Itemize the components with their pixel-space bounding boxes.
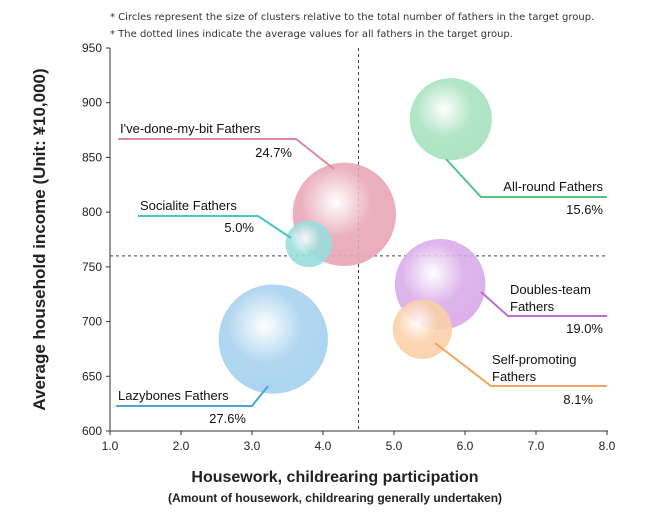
x-tick-label: 3.0 bbox=[244, 439, 261, 453]
y-tick-label: 850 bbox=[82, 150, 102, 164]
series-label: Fathers bbox=[510, 299, 555, 314]
x-tick-label: 7.0 bbox=[528, 439, 545, 453]
x-axis-title: Housework, childrearing participation bbox=[191, 469, 479, 486]
callout-line bbox=[480, 291, 607, 317]
callout-line bbox=[434, 342, 607, 387]
series-label: Self-promoting bbox=[492, 352, 577, 367]
y-tick-label: 900 bbox=[82, 96, 102, 110]
series-label: I've-done-my-bit Fathers bbox=[120, 121, 261, 136]
x-tick-label: 6.0 bbox=[457, 439, 474, 453]
x-tick-label: 1.0 bbox=[102, 439, 119, 453]
y-tick-label: 950 bbox=[82, 41, 102, 55]
y-tick-label: 600 bbox=[82, 424, 102, 438]
x-tick-label: 5.0 bbox=[386, 439, 403, 453]
bubble-socialite-fathers bbox=[285, 220, 333, 268]
series-percent: 24.7% bbox=[255, 145, 292, 160]
series-percent: 27.6% bbox=[209, 411, 246, 426]
note-dotted-lines: * The dotted lines indicate the average … bbox=[110, 29, 513, 40]
bubble-lazybones-fathers bbox=[218, 284, 328, 394]
x-tick-label: 2.0 bbox=[173, 439, 190, 453]
note-circles: * Circles represent the size of clusters… bbox=[110, 12, 595, 23]
callout-line bbox=[116, 385, 269, 407]
y-tick-label: 750 bbox=[82, 260, 102, 274]
y-tick-label: 650 bbox=[82, 369, 102, 383]
x-axis-subtitle: (Amount of housework, childrearing gener… bbox=[167, 491, 503, 505]
y-tick-label: 700 bbox=[82, 315, 102, 329]
series-label: All-round Fathers bbox=[503, 179, 603, 194]
callout-line bbox=[138, 215, 292, 239]
y-axis-title: Average household income (Unit: ¥10,000) bbox=[30, 68, 49, 410]
y-tick-label: 800 bbox=[82, 205, 102, 219]
series-percent: 8.1% bbox=[563, 392, 593, 407]
callout-line bbox=[118, 138, 335, 170]
series-label: Doubles-team bbox=[510, 282, 591, 297]
series-label: Socialite Fathers bbox=[140, 198, 237, 213]
x-tick-label: 8.0 bbox=[599, 439, 616, 453]
series-percent: 15.6% bbox=[566, 202, 603, 217]
series-percent: 19.0% bbox=[566, 321, 603, 336]
x-tick-label: 4.0 bbox=[315, 439, 332, 453]
series-label: Fathers bbox=[492, 369, 537, 384]
series-label: Lazybones Fathers bbox=[118, 388, 229, 403]
callout-line bbox=[445, 158, 607, 198]
series-percent: 5.0% bbox=[224, 220, 254, 235]
bubble-all-round-fathers bbox=[409, 78, 492, 161]
